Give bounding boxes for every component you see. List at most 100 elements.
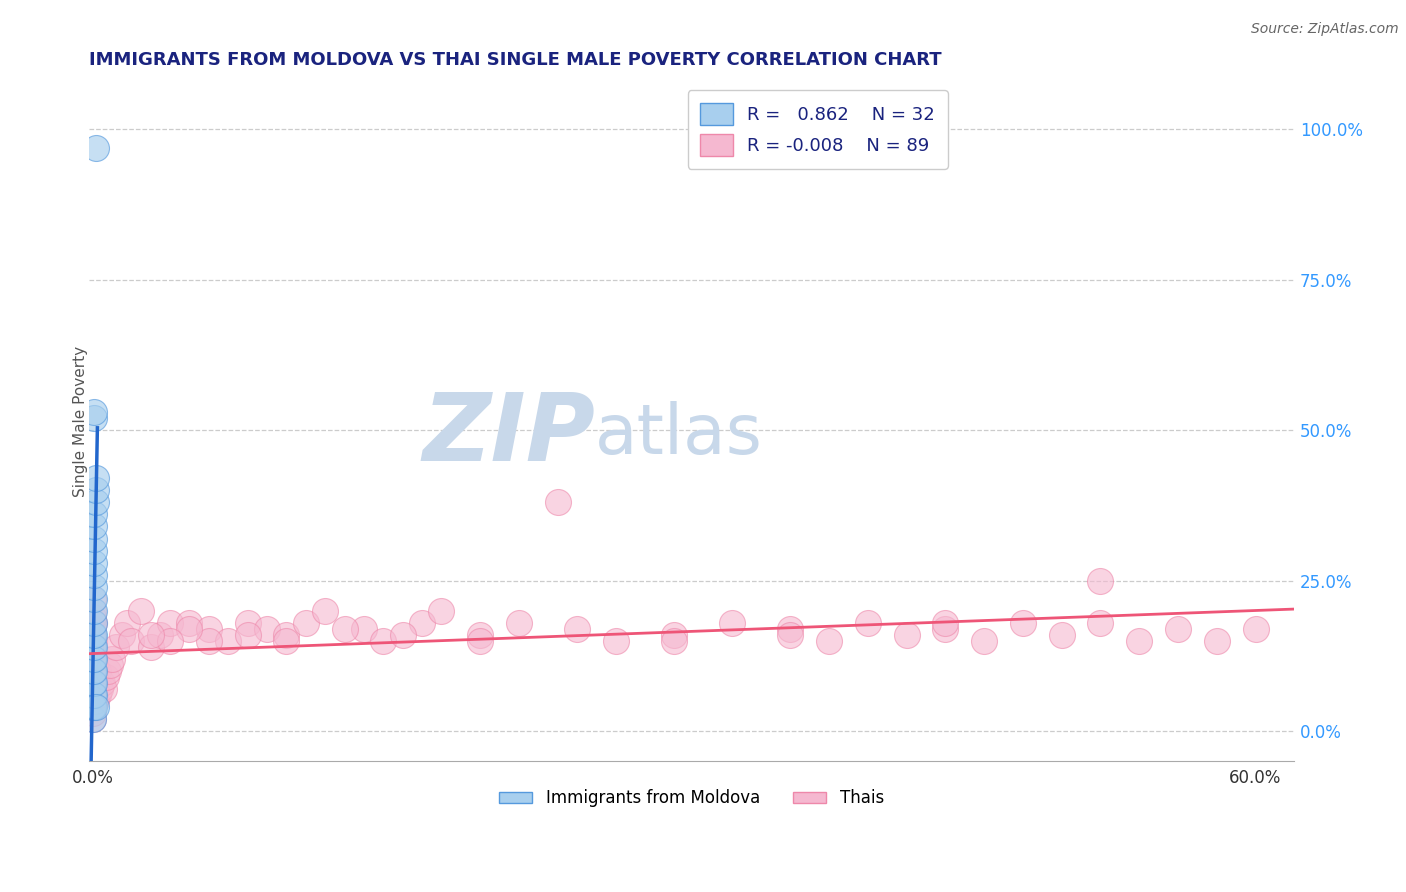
Point	[333, 622, 356, 636]
Point	[565, 622, 588, 636]
Point	[934, 615, 956, 630]
Point	[86, 694, 108, 708]
Point	[662, 628, 685, 642]
Point	[82, 652, 104, 666]
Point	[236, 615, 259, 630]
Point	[159, 633, 181, 648]
Point	[83, 567, 105, 582]
Point	[82, 652, 104, 666]
Point	[1167, 622, 1189, 636]
Point	[818, 633, 841, 648]
Point	[86, 495, 108, 509]
Point	[97, 664, 120, 678]
Point	[1050, 628, 1073, 642]
Point	[83, 615, 105, 630]
Point	[353, 622, 375, 636]
Point	[470, 633, 492, 648]
Legend: Immigrants from Moldova, Thais: Immigrants from Moldova, Thais	[492, 782, 891, 814]
Point	[411, 615, 433, 630]
Point	[83, 676, 105, 690]
Point	[179, 615, 201, 630]
Point	[391, 628, 413, 642]
Point	[896, 628, 918, 642]
Point	[82, 700, 104, 714]
Point	[139, 640, 162, 654]
Point	[83, 664, 105, 678]
Point	[82, 694, 104, 708]
Point	[86, 483, 108, 498]
Point	[82, 700, 104, 714]
Point	[83, 664, 105, 678]
Point	[179, 622, 201, 636]
Point	[159, 615, 181, 630]
Point	[547, 495, 569, 509]
Point	[314, 604, 336, 618]
Text: ZIP: ZIP	[422, 389, 595, 481]
Point	[779, 622, 801, 636]
Point	[82, 676, 104, 690]
Point	[86, 700, 108, 714]
Point	[82, 688, 104, 702]
Point	[82, 633, 104, 648]
Point	[1205, 633, 1227, 648]
Point	[83, 532, 105, 546]
Point	[82, 615, 104, 630]
Point	[82, 628, 104, 642]
Point	[217, 633, 239, 648]
Point	[934, 622, 956, 636]
Point	[82, 609, 104, 624]
Point	[82, 640, 104, 654]
Point	[89, 681, 111, 696]
Point	[86, 471, 108, 485]
Point	[1090, 615, 1112, 630]
Point	[82, 676, 104, 690]
Point	[83, 543, 105, 558]
Point	[101, 652, 124, 666]
Point	[470, 628, 492, 642]
Point	[83, 556, 105, 570]
Text: IMMIGRANTS FROM MOLDOVA VS THAI SINGLE MALE POVERTY CORRELATION CHART: IMMIGRANTS FROM MOLDOVA VS THAI SINGLE M…	[89, 51, 941, 69]
Point	[87, 664, 110, 678]
Point	[83, 591, 105, 606]
Point	[198, 622, 221, 636]
Point	[256, 622, 278, 636]
Text: Source: ZipAtlas.com: Source: ZipAtlas.com	[1251, 22, 1399, 37]
Point	[1244, 622, 1267, 636]
Point	[83, 628, 105, 642]
Point	[82, 712, 104, 726]
Point	[83, 508, 105, 522]
Point	[129, 604, 152, 618]
Point	[111, 628, 134, 642]
Point	[1128, 633, 1150, 648]
Point	[198, 633, 221, 648]
Point	[83, 652, 105, 666]
Point	[83, 633, 105, 648]
Point	[83, 411, 105, 425]
Point	[94, 670, 117, 684]
Point	[83, 615, 105, 630]
Point	[82, 670, 104, 684]
Point	[83, 694, 105, 708]
Point	[1012, 615, 1035, 630]
Point	[82, 604, 104, 618]
Point	[82, 628, 104, 642]
Point	[721, 615, 744, 630]
Point	[82, 657, 104, 672]
Point	[83, 604, 105, 618]
Point	[1090, 574, 1112, 588]
Point	[83, 676, 105, 690]
Point	[236, 628, 259, 642]
Point	[82, 640, 104, 654]
Point	[973, 633, 995, 648]
Point	[104, 640, 127, 654]
Point	[82, 664, 104, 678]
Point	[83, 580, 105, 594]
Point	[83, 519, 105, 533]
Y-axis label: Single Male Poverty: Single Male Poverty	[73, 345, 87, 497]
Text: atlas: atlas	[595, 401, 763, 468]
Point	[83, 700, 105, 714]
Point	[82, 622, 104, 636]
Point	[149, 628, 172, 642]
Point	[373, 633, 395, 648]
Point	[139, 628, 162, 642]
